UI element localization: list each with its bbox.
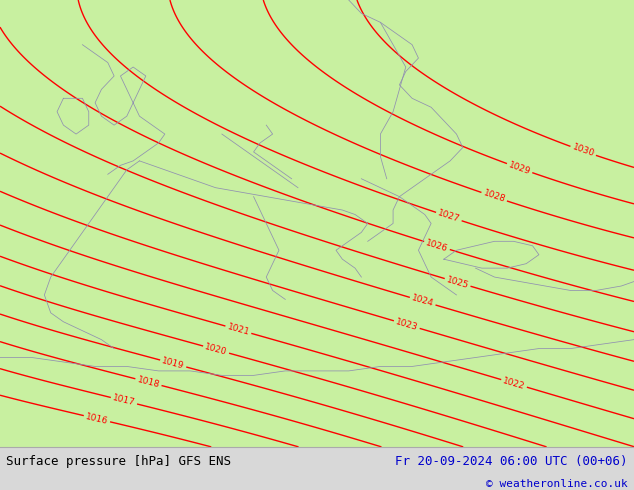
Text: 1021: 1021	[226, 322, 250, 337]
Text: 1026: 1026	[425, 238, 450, 253]
Text: 1024: 1024	[410, 294, 435, 309]
Text: 1028: 1028	[482, 189, 507, 205]
Text: 1016: 1016	[85, 412, 109, 426]
Text: 1025: 1025	[445, 275, 470, 290]
Text: 1029: 1029	[507, 160, 532, 176]
Text: 1020: 1020	[204, 342, 228, 357]
Text: 1022: 1022	[502, 376, 526, 391]
Text: 1023: 1023	[394, 317, 419, 332]
Text: © weatheronline.co.uk: © weatheronline.co.uk	[486, 479, 628, 489]
Text: 1017: 1017	[112, 393, 136, 408]
Text: 1019: 1019	[161, 356, 186, 371]
Text: 1018: 1018	[136, 375, 160, 390]
Text: Fr 20-09-2024 06:00 UTC (00+06): Fr 20-09-2024 06:00 UTC (00+06)	[395, 456, 628, 468]
Text: Surface pressure [hPa] GFS ENS: Surface pressure [hPa] GFS ENS	[6, 456, 231, 468]
Text: 1027: 1027	[437, 209, 461, 224]
Text: 1030: 1030	[571, 143, 595, 159]
